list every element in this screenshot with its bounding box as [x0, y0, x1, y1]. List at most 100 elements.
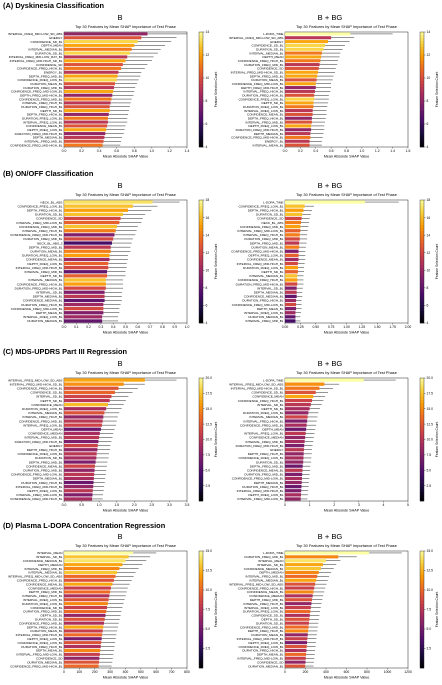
colorbar-segment [420, 384, 424, 388]
bar [64, 55, 128, 59]
bar [64, 378, 145, 382]
bar [285, 204, 305, 208]
colorbar-segment [420, 115, 424, 119]
category-label: INTERVAL_FREQ_MID_BL [24, 436, 62, 440]
colorbar-tick-label: 15.0 [206, 407, 213, 411]
colorbar-segment [420, 482, 424, 486]
colorbar-segment [199, 606, 203, 610]
bar [285, 274, 298, 278]
category-label: DURATION_MEAN_BL [251, 633, 283, 637]
colorbar-segment [420, 641, 424, 645]
colorbar-segment [420, 40, 424, 44]
colorbar-segment [420, 49, 424, 53]
category-label: DEPTH_MEAN_BL [36, 649, 63, 653]
category-label: INTERVAL_FREQ_HIGH_BL [22, 415, 62, 419]
bar [64, 241, 112, 245]
bar [285, 485, 302, 489]
bar [64, 101, 111, 105]
colorbar-tick-label: 10.0 [427, 588, 434, 592]
category-label: DEPTH_SD_BL [261, 407, 283, 411]
category-label: CONFIDENCE_FREQ_MID-HIGH_BL [10, 497, 63, 501]
category-label: DEPTH_MEDIAN_BL [254, 132, 284, 136]
colorbar-segment [420, 609, 424, 613]
bar [64, 485, 94, 489]
colorbar-segment [199, 109, 203, 113]
colorbar-segment [420, 75, 424, 79]
bar [64, 460, 96, 464]
colorbar-segment [420, 436, 424, 440]
x-axis-label: Mean Absolute SHAP Value [103, 155, 149, 159]
category-label: INTERVAL_FREQ_LOW_BL [23, 598, 63, 602]
bar [64, 93, 113, 97]
colorbar-segment [199, 316, 203, 321]
colorbar-segment [420, 387, 424, 391]
colorbar-segment [420, 430, 424, 434]
category-label: DURATION_FREQ_HIGH_BL [21, 481, 62, 485]
colorbar-segment [420, 553, 424, 558]
category-label: CONFIDENCE_FREQ_LOW_BL [17, 641, 62, 645]
colorbar-label: Feature Selection Count [435, 422, 439, 458]
category-label: CONFIDENCE_SD [36, 217, 63, 221]
colorbar-segment [420, 597, 424, 602]
category-label: DURATION_SD_BL [256, 621, 284, 625]
colorbar-segment [199, 215, 203, 219]
category-label: CONFIDENCE_MEDIAN_BL [244, 295, 284, 299]
colorbar-segment [199, 396, 203, 400]
bar [64, 382, 124, 386]
category-label: DURATION_FREQ_MID-HIGH_BL [15, 132, 63, 136]
bar [285, 66, 319, 70]
chart-title: Top 30 Features by Mean SHAP Importance … [296, 192, 397, 197]
colorbar-tick-label: 7.5 [206, 453, 211, 457]
chart-title: Top 30 Features by Mean SHAP Importance … [296, 370, 397, 375]
colorbar-tick-label: 8 [427, 99, 429, 103]
category-label: NECK_BL_ABS [261, 221, 283, 225]
x-axis-label: Mean Absolute SHAP Value [103, 676, 149, 680]
category-label: CONFIDENCE_MEAN_BL [247, 590, 284, 594]
colorbar-tick-label: 15.0 [427, 549, 434, 553]
colorbar-segment [199, 49, 203, 53]
bar [285, 551, 370, 555]
colorbar-segment [420, 659, 424, 663]
bar [285, 266, 298, 270]
colorbar-frame [198, 31, 204, 148]
colorbar-segment [420, 261, 424, 265]
chart-title: Top 30 Features by Mean SHAP Importance … [75, 24, 176, 29]
bar [64, 476, 94, 481]
colorbar-segment [199, 83, 203, 87]
x-tick-label: 100 [77, 670, 83, 674]
category-label: CONFIDENCE_SD [36, 63, 63, 67]
x-tick-label: 5 [407, 503, 409, 507]
colorbar-segment [420, 574, 424, 578]
category-label: NECK_BL_ABS [40, 200, 62, 204]
colorbar-segment [199, 57, 203, 62]
bar [64, 472, 95, 476]
category-label: DEPTH_SD_BL [40, 614, 62, 618]
colorbar-segment [199, 144, 203, 148]
colorbar-segment [420, 445, 424, 450]
bar [64, 229, 116, 233]
colorbar-segment [420, 565, 424, 569]
bar [285, 423, 307, 427]
category-label: ENERGY_BL [265, 139, 284, 143]
category-label: DEPTH_FREQ_MID_BL [250, 74, 284, 78]
colorbar-segment [420, 89, 424, 93]
category-label: INTERVAL_FREQ_MID-HIGH_BL [16, 266, 63, 270]
colorbar-segment [199, 212, 203, 216]
bar [285, 590, 314, 594]
colorbar-tick-label: 14 [427, 30, 431, 34]
x-tick-label: 1.00 [343, 325, 350, 329]
colorbar-segment [420, 600, 424, 604]
bar [64, 559, 126, 563]
category-label: DEPTH_FREQ_LOW_BL [27, 128, 62, 132]
category-label: DURATION_SD_BL [256, 47, 284, 51]
category-label: DEPTH_FREQ_HIGH_BL [27, 113, 63, 117]
x-tick-label: 0.50 [312, 325, 319, 329]
x-tick-label: 600 [344, 670, 350, 674]
colorbar-segment [199, 301, 203, 305]
x-tick-label: 0.00 [282, 325, 289, 329]
bar [285, 249, 299, 253]
category-label: DEPTH_FREQ_MID_BL [29, 590, 63, 594]
bar [64, 266, 109, 270]
category-label: CONFIDENCE_FREQ_MID-LOW_BL [11, 307, 63, 311]
bar [285, 621, 309, 625]
